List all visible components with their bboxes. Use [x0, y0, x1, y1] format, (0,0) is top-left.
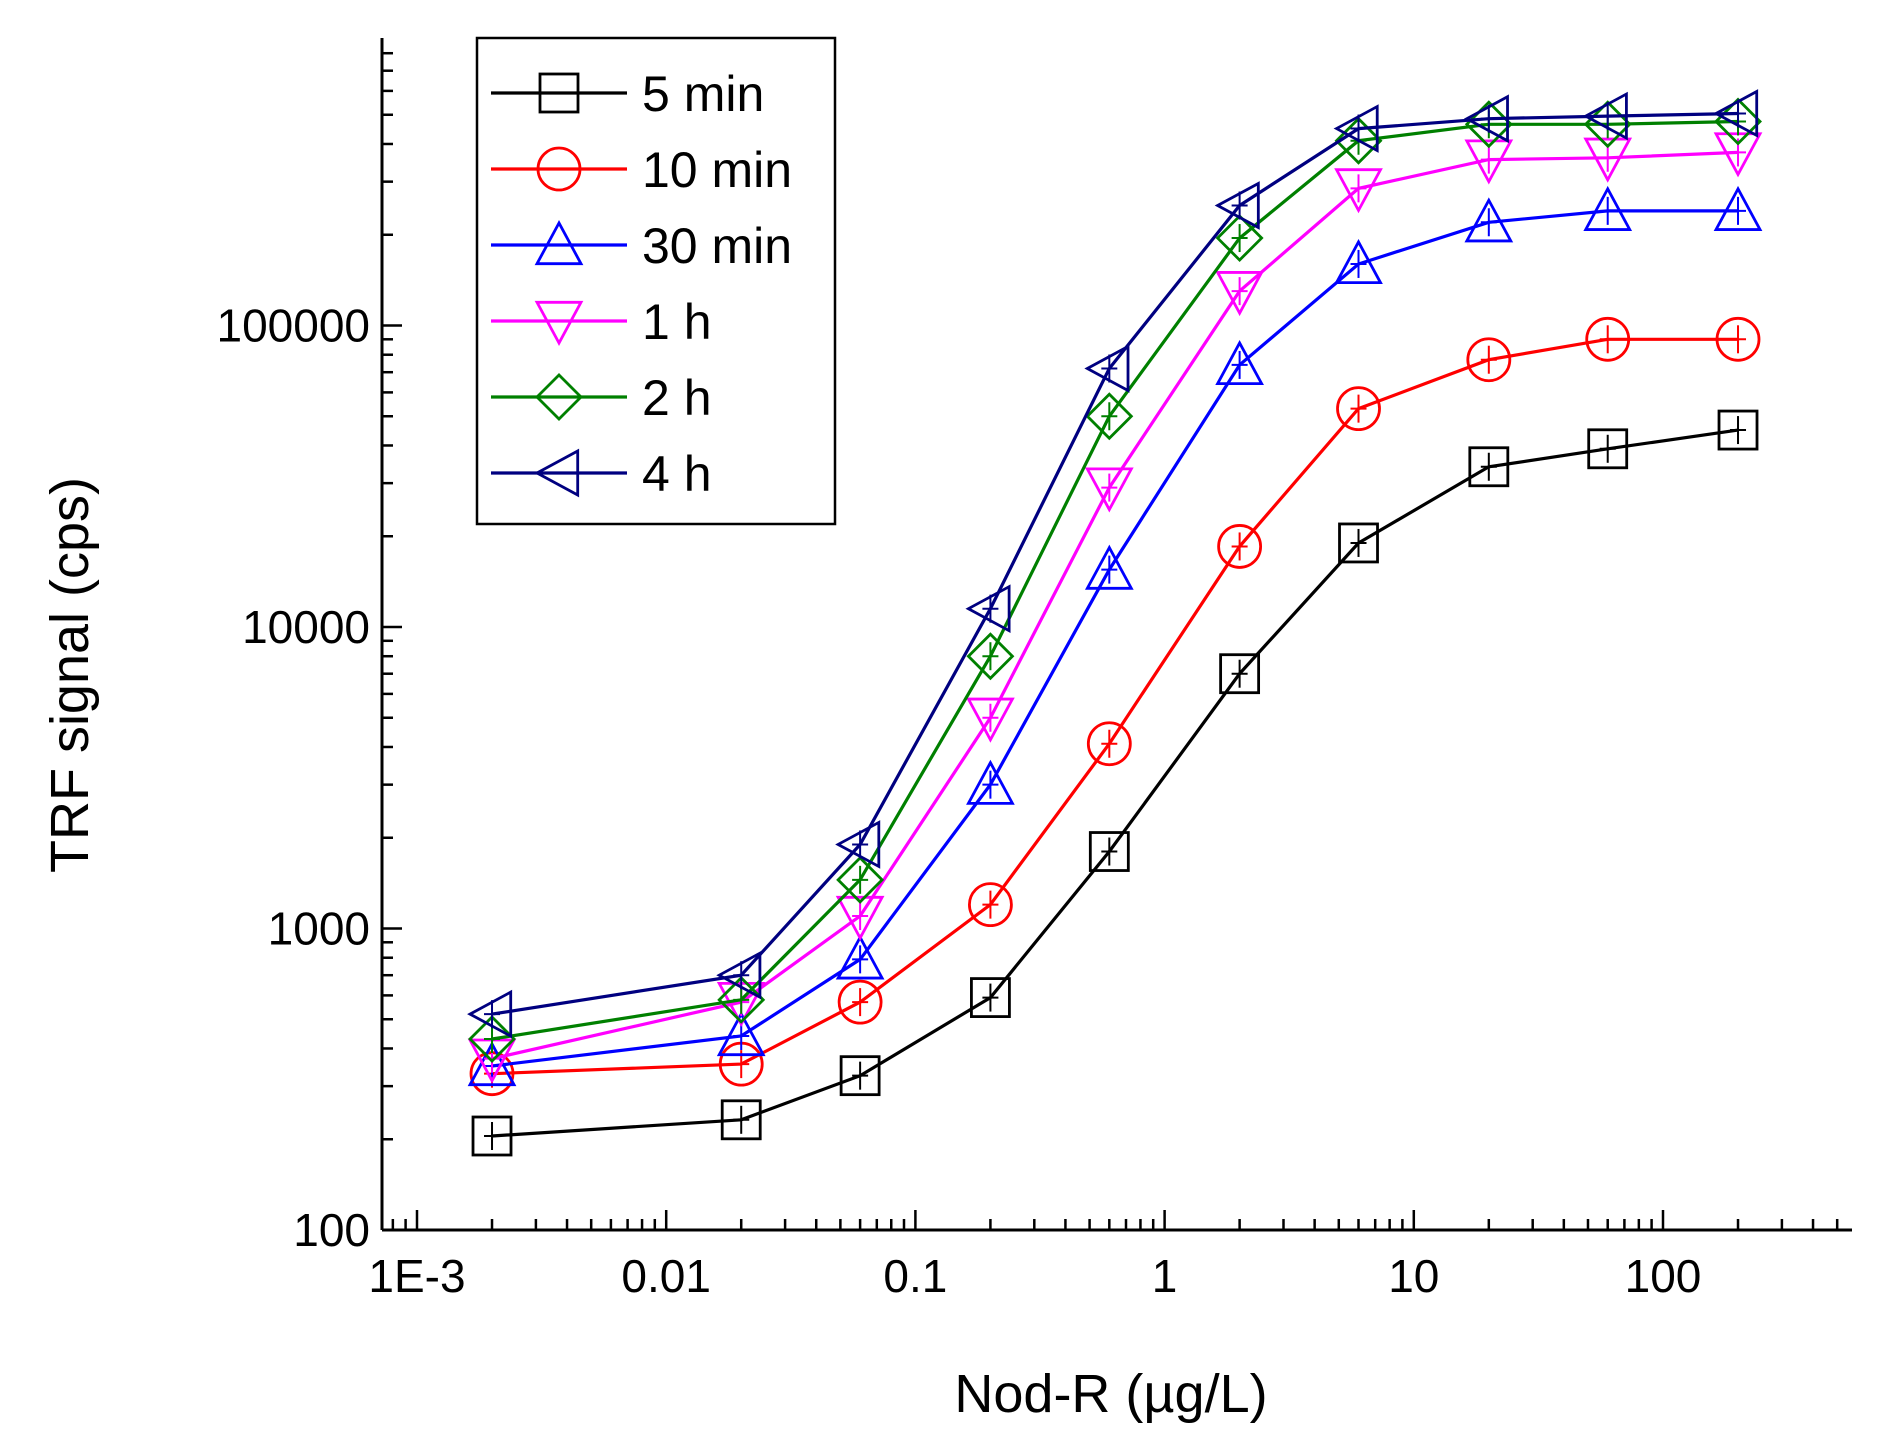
data-point-5-min	[1468, 446, 1510, 488]
series-10-min	[469, 316, 1761, 1097]
data-point-10-min	[1715, 316, 1761, 362]
series-1-h	[467, 132, 1763, 1084]
data-point-30-min	[1464, 197, 1514, 243]
legend-entry-10-min: 10 min	[491, 142, 792, 198]
x-axis-title: Nod-R (µg/L)	[954, 1364, 1267, 1424]
x-tick-label: 100	[1625, 1250, 1702, 1302]
x-tick-label: 0.1	[883, 1250, 947, 1302]
data-point-4-h	[965, 584, 1011, 634]
data-point-4-h	[1214, 181, 1260, 230]
data-point-4-h	[835, 820, 881, 869]
series-line-10-min	[491, 337, 1738, 1076]
series-4-h	[467, 89, 1759, 1039]
legend-entry-2-h: 2 h	[491, 370, 712, 426]
legend-entry-4-h: 4 h	[491, 446, 712, 502]
data-point-1-h	[1215, 271, 1264, 317]
data-point-4-h	[716, 950, 762, 1000]
legend-entry-5-min: 5 min	[491, 66, 764, 122]
legend-label: 30 min	[642, 218, 792, 274]
data-point-5-min	[1587, 428, 1629, 470]
legend-entry-1-h: 1 h	[491, 294, 712, 350]
legend-label: 1 h	[642, 294, 712, 350]
data-point-4-h	[1582, 91, 1628, 141]
series-5-min	[471, 409, 1759, 1157]
data-point-4-h	[1463, 94, 1509, 144]
y-tick-label: 10000	[242, 601, 370, 653]
data-point-1-h	[1464, 139, 1514, 185]
data-point-5-min	[1219, 653, 1261, 695]
data-point-30-min	[1084, 544, 1134, 590]
data-point-10-min	[1086, 721, 1132, 767]
data-point-10-min	[968, 882, 1013, 928]
data-point-1-h	[1334, 168, 1383, 214]
x-tick-label: 1E-3	[368, 1250, 465, 1302]
data-point-30-min	[1583, 185, 1633, 231]
data-point-30-min	[1713, 185, 1763, 231]
series-line-5-min	[491, 428, 1739, 1138]
data-point-4-h	[467, 989, 513, 1039]
data-point-30-min	[716, 1011, 766, 1057]
data-point-10-min	[1336, 386, 1381, 432]
data-point-5-min	[471, 1115, 513, 1157]
data-point-10-min	[1466, 337, 1512, 383]
series-line-30-min	[491, 209, 1738, 1068]
data-point-5-min	[1717, 409, 1759, 451]
legend-marker-2-h	[535, 373, 583, 421]
data-point-10-min	[837, 979, 883, 1025]
data-point-1-h	[1583, 137, 1633, 183]
data-point-10-min	[1585, 316, 1631, 362]
legend-marker-4-h	[534, 448, 580, 498]
data-point-2-h	[1215, 214, 1264, 263]
y-tick-label: 100000	[217, 300, 371, 352]
series-30-min	[467, 185, 1763, 1087]
data-point-10-min	[1217, 524, 1263, 569]
legend-marker-10-min	[536, 146, 582, 192]
data-point-2-h	[468, 1015, 516, 1063]
data-point-5-min	[839, 1055, 881, 1097]
legend-box	[475, 36, 837, 526]
data-point-2-h	[717, 975, 766, 1024]
data-point-30-min	[1215, 339, 1264, 386]
data-point-5-min	[970, 977, 1011, 1018]
data-point-4-h	[1713, 89, 1759, 138]
data-point-30-min	[966, 759, 1015, 805]
x-tick-label: 1	[1152, 1250, 1178, 1302]
data-point-4-h	[1333, 104, 1379, 153]
data-point-4-h	[1084, 344, 1130, 393]
y-tick-label: 1000	[268, 903, 370, 955]
series-line-2-h	[491, 119, 1739, 1041]
legend-marker-30-min	[534, 220, 584, 266]
series-line-4-h	[491, 111, 1739, 1016]
data-point-5-min	[1338, 522, 1379, 564]
series-line-1-h	[491, 150, 1739, 1061]
data-point-30-min	[835, 934, 885, 980]
legend-label: 2 h	[642, 370, 712, 426]
legend-label: 10 min	[642, 142, 792, 198]
data-point-30-min	[467, 1041, 517, 1087]
legend-label: 5 min	[642, 66, 764, 122]
data-point-5-min	[1088, 831, 1130, 872]
data-point-2-h	[966, 632, 1015, 681]
data-point-1-h	[1084, 467, 1134, 513]
data-point-1-h	[966, 697, 1015, 743]
data-point-1-h	[835, 895, 885, 941]
legend-marker-1-h	[534, 300, 584, 346]
data-point-2-h	[1085, 392, 1134, 441]
data-point-30-min	[1334, 239, 1383, 285]
legend-marker-5-min	[538, 72, 580, 114]
legend-entry-30-min: 30 min	[491, 218, 792, 274]
x-tick-label: 0.01	[621, 1250, 711, 1302]
axes: 100 1000 10000 100000 1E-3 0.01 0.1 1 10 100	[217, 38, 1852, 1302]
legend-label: 4 h	[642, 446, 712, 502]
y-axis-title: TRF signal (cps)	[40, 477, 100, 873]
series-layer	[467, 89, 1763, 1157]
x-tick-label: 10	[1388, 1250, 1439, 1302]
data-point-5-min	[720, 1099, 762, 1141]
y-tick-label: 100	[293, 1204, 370, 1256]
legend: 5 min 10 min 30 min 1 h 2 h 4 h	[475, 36, 837, 526]
data-point-2-h	[836, 855, 885, 904]
